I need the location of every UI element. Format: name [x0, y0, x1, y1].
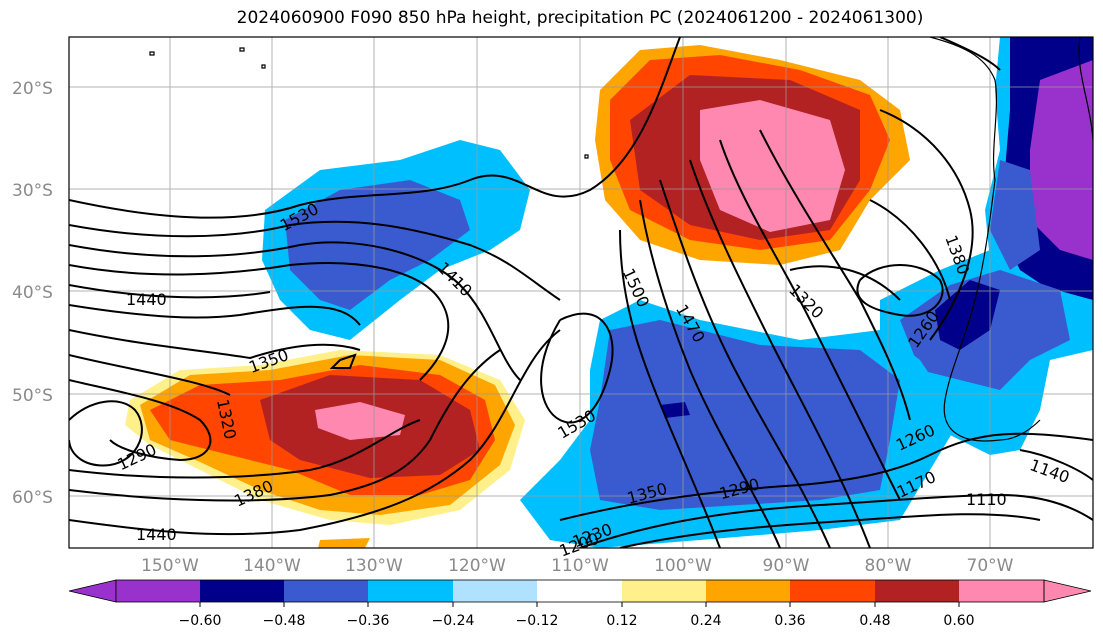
precip-negative-central-blue	[590, 320, 900, 510]
colorbar-bin	[622, 580, 706, 602]
contour-line	[69, 262, 450, 381]
colorbar-tick-label: 0.24	[690, 613, 721, 629]
contour-line	[69, 37, 681, 219]
contour-line	[559, 432, 1093, 521]
lon-label: 70°W	[967, 556, 1014, 576]
lon-label: 150°W	[141, 556, 199, 576]
contour-line	[69, 354, 231, 396]
contour-line	[939, 37, 1001, 71]
colorbar-tick-label: −0.48	[263, 613, 306, 629]
colorbar-extend-high	[1043, 579, 1092, 603]
contour-line	[856, 264, 944, 317]
colorbar-bin	[959, 580, 1044, 602]
contour-label: 1110	[966, 490, 1007, 509]
longitude-labels: 150°W 140°W 130°W 120°W 110°W 100°W 90°W…	[141, 556, 1014, 576]
contour-line	[1019, 449, 1093, 481]
contour-line	[69, 400, 143, 467]
coastlines	[149, 37, 1093, 442]
contour-line	[69, 220, 561, 301]
colorbar-extend-low	[68, 579, 117, 603]
lon-label: 130°W	[345, 556, 403, 576]
colorbar-bin	[706, 580, 790, 602]
map-frame	[68, 36, 1094, 549]
contour-line	[869, 199, 951, 301]
island-outline	[239, 47, 245, 52]
contour-line	[69, 329, 561, 536]
lon-label: 100°W	[654, 556, 712, 576]
island-outline	[149, 51, 155, 56]
contour-line	[69, 349, 501, 502]
lon-label: 90°W	[763, 556, 810, 576]
lon-label: 110°W	[551, 556, 609, 576]
colorbar-bin	[875, 580, 959, 602]
island-outline	[584, 154, 589, 159]
colorbar-tick-label: −0.12	[516, 613, 559, 629]
precip-positive-north-pink	[700, 100, 845, 232]
contour-line	[619, 229, 721, 548]
contour-line	[69, 284, 271, 299]
contour-line	[579, 493, 1093, 548]
height-contours	[69, 37, 1093, 548]
colorbar-tick-label: 0.12	[606, 613, 637, 629]
lon-label: 80°W	[865, 556, 912, 576]
contour-label: 1440	[126, 290, 167, 309]
precip-negative-east-purple	[1030, 60, 1093, 260]
colorbar-tick-label: 0.60	[943, 613, 974, 629]
contour-line	[69, 329, 361, 360]
colorbar-ticks	[199, 602, 960, 607]
lat-label: 40°S	[12, 283, 53, 303]
contour-line	[69, 241, 521, 381]
contour-line	[69, 304, 361, 326]
colorbar-bin	[537, 580, 622, 602]
contour-line	[619, 513, 1041, 548]
contour-label: 1440	[136, 525, 177, 544]
contour-line	[69, 379, 212, 462]
colorbar-frame	[115, 579, 1045, 603]
lat-label: 60°S	[12, 488, 53, 508]
contour-line	[639, 199, 781, 548]
colorbar-bin	[116, 580, 200, 602]
island-outline	[261, 64, 266, 69]
precip-negative-east-blue	[990, 160, 1040, 270]
lat-label: 20°S	[12, 79, 53, 99]
lat-label: 30°S	[12, 181, 53, 201]
precip-positive-southwest-pink	[315, 402, 405, 440]
lat-label: 50°S	[12, 386, 53, 406]
precip-positive-southwest-blob	[318, 538, 370, 548]
coastline-south-america	[929, 37, 1041, 442]
contour-line	[659, 179, 831, 548]
colorbar-tick-label: 0.36	[774, 613, 805, 629]
colorbar-bin	[790, 580, 875, 602]
shaded-fields	[125, 37, 1093, 548]
contour-line	[69, 419, 421, 479]
contour-line	[759, 129, 911, 421]
colorbar: −0.60 −0.48 −0.36 −0.24 −0.12 0.12 0.24 …	[68, 579, 1092, 629]
map-title: 2024060900 F090 850 hPa height, precipit…	[236, 8, 924, 28]
colorbar-bin	[368, 580, 453, 602]
precip-negative-northwest-blue	[285, 180, 470, 310]
contour-line	[879, 109, 974, 341]
lon-label: 140°W	[243, 556, 301, 576]
contour-line	[789, 265, 901, 301]
colorbar-tick-label: −0.24	[432, 613, 475, 629]
coastline-south-america-east	[1078, 37, 1093, 141]
latitude-labels: 20°S 30°S 40°S 50°S 60°S	[12, 79, 53, 508]
contour-line	[540, 312, 614, 424]
colorbar-bin	[453, 580, 537, 602]
colorbar-bin	[284, 580, 368, 602]
lon-label: 120°W	[448, 556, 506, 576]
colorbar-bin	[200, 580, 284, 602]
colorbar-tick-label: −0.60	[179, 613, 222, 629]
precip-negative-patagonia-dark	[935, 280, 1000, 350]
contour-line	[329, 353, 357, 369]
colorbar-tick-label: 0.48	[859, 613, 890, 629]
contour-line	[719, 139, 901, 501]
colorbar-tick-label: −0.36	[347, 613, 390, 629]
gridlines	[69, 37, 1093, 548]
